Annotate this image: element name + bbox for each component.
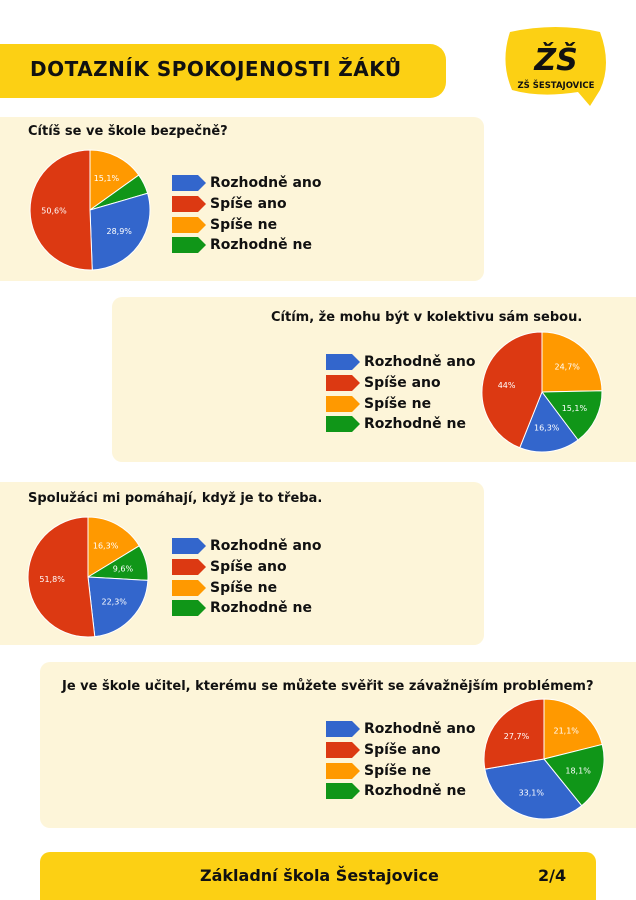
legend-arrow-icon	[326, 395, 360, 412]
legend-arrow-icon	[172, 196, 206, 213]
legend-item-rozhodne-ano: Rozhodně ano	[326, 719, 476, 740]
pie-label-spise-ne: 21,1%	[553, 727, 579, 736]
pie-slice-rozhodne-ne	[543, 743, 605, 807]
school-logo: ŽŠ ZŠ ŠESTAJOVICE	[505, 27, 606, 106]
legend-2: Rozhodně ano Spíše ano Spíše ne Rozhodně ne	[326, 352, 476, 435]
pie-label-rozhodne-ano: 22,3%	[101, 598, 127, 607]
legend-4: Rozhodně ano Spíše ano Spíše ne Rozhodně ne	[326, 719, 476, 802]
legend-item-rozhodne-ne: Rozhodně ne	[172, 235, 322, 256]
question-3-text: Spolužáci mi pomáhají, když je to třeba.	[28, 491, 323, 506]
legend-arrow-icon	[172, 237, 206, 254]
pie-chart-2: 24,7% 15,1% 16,3% 44%	[481, 331, 603, 453]
legend-label-spise-ano: Spíše ano	[210, 196, 287, 213]
pie-label-spise-ne: 16,3%	[93, 542, 119, 551]
legend-label-spise-ne: Spíše ne	[210, 216, 278, 233]
legend-label-spise-ano: Spíše ano	[364, 375, 441, 392]
legend-label-rozhodne-ano: Rozhodně ano	[210, 538, 322, 555]
pie-slice-spise-ano	[29, 149, 93, 271]
legend-item-spise-ne: Spíše ne	[172, 577, 322, 598]
pie-label-spise-ano: 50,6%	[41, 207, 67, 216]
legend-arrow-icon	[172, 600, 206, 617]
pie-slice-spise-ne	[87, 516, 140, 578]
page-number: 2/4	[538, 866, 567, 885]
legend-label-rozhodne-ne: Rozhodně ne	[210, 600, 312, 617]
question-2-text: Cítím, že mohu být v kolektivu sám sebou…	[271, 310, 583, 325]
legend-1: Rozhodně ano Spíše ano Spíše ne Rozhodně ne	[172, 173, 322, 256]
legend-item-rozhodne-ano: Rozhodně ano	[326, 352, 476, 373]
legend-item-rozhodne-ne: Rozhodně ne	[172, 598, 322, 619]
legend-item-rozhodne-ano: Rozhodně ano	[172, 173, 322, 194]
legend-label-spise-ne: Spíše ne	[364, 762, 432, 779]
legend-label-rozhodne-ano: Rozhodně ano	[210, 175, 322, 192]
pie-chart-4: 21,1% 18,1% 33,1% 27,7%	[483, 698, 605, 820]
pie-label-rozhodne-ne: 15,1%	[562, 404, 588, 413]
pie-label-spise-ne: 24,7%	[554, 362, 580, 371]
question-4-text: Je ve škole učitel, kterému se můžete sv…	[62, 679, 594, 694]
pie-slice-spise-ne	[89, 149, 140, 211]
legend-item-rozhodne-ne: Rozhodně ne	[326, 414, 476, 435]
pie-slice-spise-ne	[543, 698, 603, 760]
legend-item-spise-ne: Spíše ne	[326, 393, 476, 414]
legend-item-spise-ano: Spíše ano	[172, 194, 322, 215]
legend-arrow-icon	[326, 375, 360, 392]
pie-slice-rozhodne-ano	[87, 576, 149, 638]
legend-item-spise-ne: Spíše ne	[172, 214, 322, 235]
pie-label-rozhodne-ano: 28,9%	[106, 227, 132, 236]
legend-arrow-icon	[326, 721, 360, 738]
pie-label-rozhodne-ano: 33,1%	[519, 789, 545, 798]
legend-label-rozhodne-ne: Rozhodně ne	[364, 783, 466, 800]
legend-3: Rozhodně ano Spíše ano Spíše ne Rozhodně ne	[172, 536, 322, 619]
legend-label-rozhodne-ano: Rozhodně ano	[364, 354, 476, 371]
legend-arrow-icon	[326, 742, 360, 759]
pie-slice-rozhodne-ano	[484, 758, 583, 820]
pie-label-rozhodne-ano: 16,3%	[534, 424, 560, 433]
pie-slice-spise-ano	[481, 331, 543, 449]
title-banner	[0, 44, 446, 98]
legend-arrow-icon	[172, 559, 206, 576]
legend-item-spise-ano: Spíše ano	[326, 373, 476, 394]
legend-arrow-icon	[326, 354, 360, 371]
legend-label-spise-ne: Spíše ne	[210, 579, 278, 596]
pie-slice-spise-ne	[541, 331, 603, 393]
pie-slice-spise-ano	[27, 516, 96, 638]
question-1-text: Cítíš se ve škole bezpečně?	[28, 124, 228, 139]
legend-label-rozhodne-ne: Rozhodně ne	[210, 237, 312, 254]
legend-arrow-icon	[172, 216, 206, 233]
logo-monogram: ŽŠ	[533, 41, 577, 78]
legend-item-rozhodne-ano: Rozhodně ano	[172, 536, 322, 557]
legend-arrow-icon	[172, 538, 206, 555]
pie-label-rozhodne-ne: 18,1%	[565, 766, 591, 775]
pie-slice-rozhodne-ano	[519, 390, 579, 453]
pie-label-spise-ano: 27,7%	[504, 732, 530, 741]
legend-label-spise-ne: Spíše ne	[364, 395, 432, 412]
logo-name: ZŠ ŠESTAJOVICE	[518, 79, 595, 91]
legend-arrow-icon	[326, 416, 360, 433]
legend-item-spise-ano: Spíše ano	[172, 557, 322, 578]
legend-item-rozhodne-ne: Rozhodně ne	[326, 781, 476, 802]
pie-label-spise-ano: 44%	[498, 381, 516, 390]
pie-label-rozhodne-ne: 9,6%	[113, 564, 134, 573]
footer-bar	[40, 852, 596, 900]
legend-item-spise-ne: Spíše ne	[326, 760, 476, 781]
legend-arrow-icon	[172, 579, 206, 596]
footer-school-name: Základní škola Šestajovice	[200, 866, 439, 885]
pie-chart-3: 16,3% 9,6% 22,3% 51,8%	[27, 516, 149, 638]
legend-arrow-icon	[326, 783, 360, 800]
pie-label-spise-ne: 15,1%	[94, 174, 120, 183]
legend-arrow-icon	[172, 175, 206, 192]
pie-chart-1: 15,1% 28,9% 50,6%	[29, 149, 151, 271]
legend-label-spise-ano: Spíše ano	[364, 742, 441, 759]
pie-label-spise-ano: 51,8%	[39, 575, 65, 584]
pie-slice-spise-ano	[483, 698, 545, 770]
legend-arrow-icon	[326, 762, 360, 779]
pie-slice-rozhodne-ano	[89, 192, 151, 271]
pie-slice-rozhodne-ne	[541, 390, 603, 441]
legend-label-spise-ano: Spíše ano	[210, 559, 287, 576]
legend-label-rozhodne-ano: Rozhodně ano	[364, 721, 476, 738]
legend-label-rozhodne-ne: Rozhodně ne	[364, 416, 466, 433]
legend-item-spise-ano: Spíše ano	[326, 740, 476, 761]
page-title: DOTAZNÍK SPOKOJENOSTI ŽÁKŮ	[30, 57, 402, 81]
